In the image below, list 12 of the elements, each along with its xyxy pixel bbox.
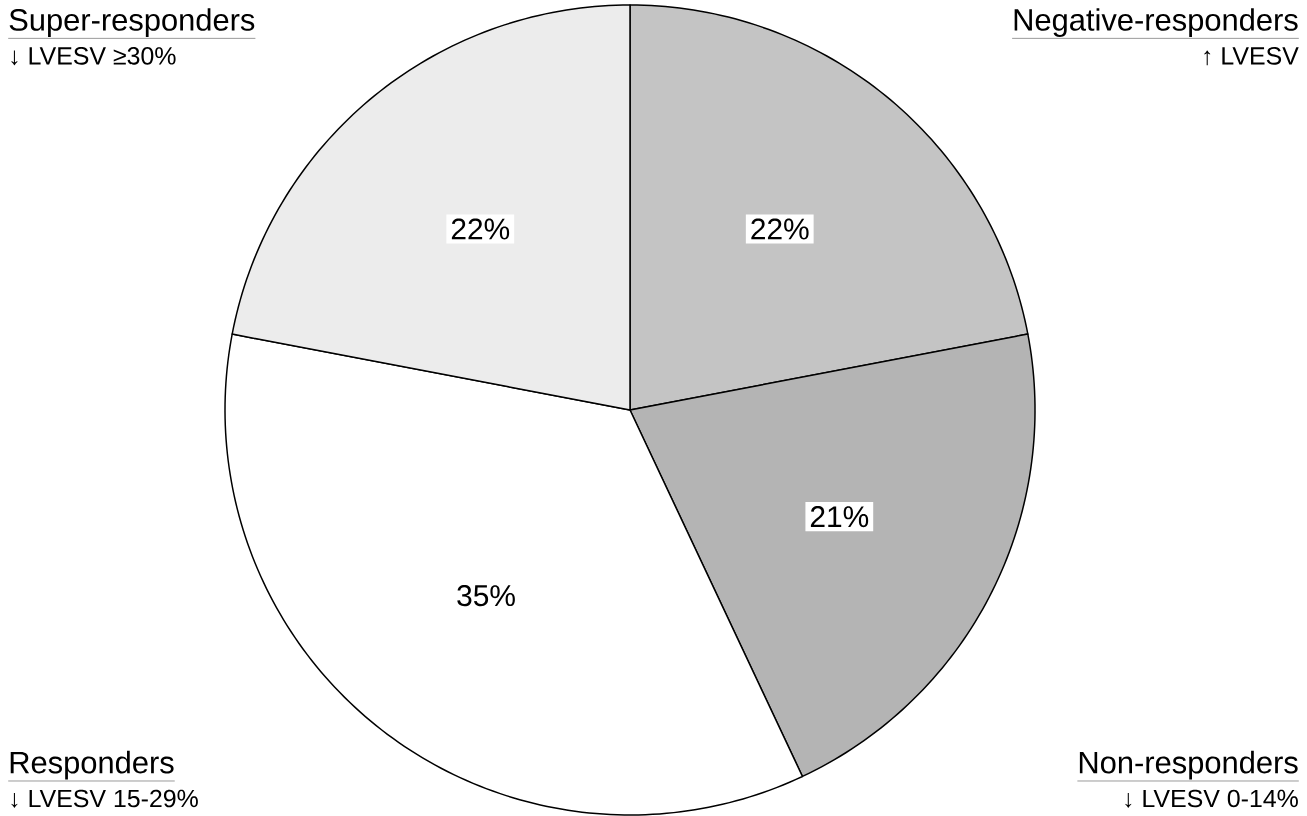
slice-label: Responders: [10, 750, 174, 780]
slice-label: Non-responders: [1079, 750, 1298, 780]
text: ↓ LVESV ≥30%: [11, 47, 176, 66]
data-label: 35%: [457, 585, 515, 607]
slice-label: Super-responders: [9, 8, 255, 37]
data-label: 22%: [451, 218, 510, 240]
slice-label: Negative-responders: [1014, 8, 1298, 37]
data-label: 21%: [810, 506, 869, 528]
data-label: 22%: [751, 218, 809, 240]
text: ↓ LVESV 15-29%: [11, 789, 198, 808]
text: ↓ LVESV 0-14%: [1125, 789, 1298, 808]
text: ↑ LVESV: [1204, 47, 1299, 66]
